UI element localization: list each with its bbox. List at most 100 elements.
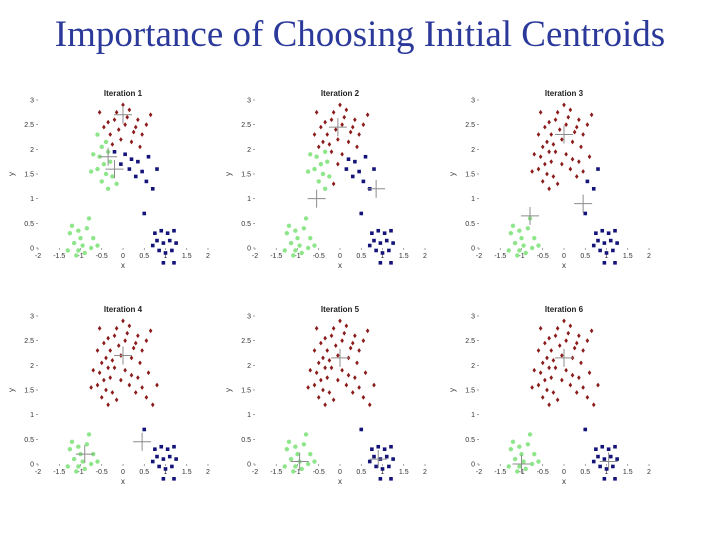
data-point-red: [127, 323, 132, 329]
data-point-red: [357, 132, 361, 137]
data-point-red: [327, 142, 332, 147]
data-point-green: [80, 459, 85, 464]
data-point-green: [515, 253, 520, 258]
data-point-blue: [153, 231, 157, 235]
data-point-blue: [172, 228, 176, 233]
x-tick-label: -1.5: [270, 253, 282, 260]
x-tick-label: 1.5: [182, 253, 192, 260]
data-point-red: [323, 365, 327, 371]
data-point-red: [361, 395, 366, 400]
scatter-panel-5: Iteration 5 0 0.5 1 1.5 2 2.5 3 -2 -1.5 -1 -0.5 0 0.5…: [219, 300, 429, 490]
x-tick-label: -1: [294, 253, 300, 260]
data-point-red: [333, 127, 338, 132]
data-point-red: [331, 397, 336, 403]
data-point-red: [138, 360, 142, 366]
data-point-green: [517, 444, 522, 449]
data-point-blue: [136, 159, 140, 164]
data-point-red: [342, 114, 347, 120]
data-point-red: [321, 355, 325, 361]
data-point-green: [301, 442, 307, 447]
data-point-green: [76, 464, 81, 469]
data-point-green: [88, 169, 94, 174]
data-point-blue: [140, 169, 144, 174]
data-point-green: [82, 250, 87, 256]
data-point-blue: [142, 211, 147, 216]
data-point-red: [112, 333, 117, 339]
x-tick-label: -1.5: [494, 253, 506, 260]
data-point-blue: [583, 211, 588, 216]
data-point-green: [69, 439, 75, 444]
data-point-green: [536, 459, 541, 464]
data-point-red: [549, 348, 554, 353]
data-point-red: [336, 137, 340, 142]
data-point-green: [65, 248, 70, 253]
data-point-red: [102, 377, 106, 383]
data-point-green: [95, 243, 100, 248]
data-point-red: [95, 348, 100, 353]
data-point-red: [144, 122, 149, 128]
data-point-blue: [167, 238, 172, 243]
x-tick-label: 2: [423, 253, 427, 260]
plot-title: Iteration 4: [104, 305, 143, 314]
y-tick-label: 2.5: [465, 338, 475, 345]
x-tick-label: 1: [164, 469, 168, 476]
data-point-red: [536, 166, 541, 172]
data-point-green: [536, 243, 541, 248]
data-point-blue: [608, 238, 613, 243]
data-point-green: [529, 461, 535, 467]
data-point-green: [512, 240, 518, 246]
data-point-green: [525, 226, 531, 231]
y-tick-label: 1: [471, 196, 475, 203]
x-tick-label: 2: [423, 469, 427, 476]
centroid-marker-blue: [599, 452, 618, 471]
data-point-red: [102, 340, 106, 346]
x-axis-label: x: [562, 261, 566, 270]
x-tick-label: 0.5: [356, 253, 366, 260]
data-point-red: [119, 137, 123, 142]
x-tick-label: 0: [121, 253, 125, 260]
data-point-red: [543, 161, 547, 167]
scatter-plot-4: Iteration 4 0 0.5 1 1.5 2 2.5 3 -2 -1.5 -1 -0.5 0 0.5…: [7, 305, 210, 486]
data-point-blue: [363, 154, 368, 159]
data-point-red: [547, 335, 551, 341]
x-tick-label: -2: [476, 469, 482, 476]
data-point-red: [577, 375, 581, 381]
data-point-red: [140, 348, 144, 353]
data-point-red: [562, 102, 566, 108]
data-point-blue: [372, 454, 376, 459]
x-tick-label: 1.5: [182, 469, 192, 476]
y-tick-label: 2: [30, 147, 34, 154]
data-point-green: [318, 161, 324, 167]
data-point-red: [323, 335, 327, 341]
data-point-green: [521, 459, 526, 464]
data-point-red: [557, 343, 562, 348]
data-point-blue: [380, 251, 385, 255]
centroid-marker-red: [328, 118, 347, 137]
data-point-red: [577, 159, 581, 165]
data-point-blue: [167, 454, 172, 459]
data-point-red: [530, 385, 534, 390]
data-point-blue: [384, 454, 389, 459]
data-point-red: [321, 387, 325, 393]
y-tick-label: 0.5: [465, 437, 475, 444]
data-point-red: [566, 114, 571, 120]
data-point-blue: [378, 261, 383, 265]
data-point-green: [76, 444, 81, 449]
data-point-green: [303, 432, 309, 437]
data-point-red: [568, 166, 573, 172]
data-point-red: [133, 124, 138, 130]
data-point-blue: [174, 457, 178, 461]
x-axis-label: x: [338, 261, 342, 270]
data-point-green: [101, 161, 107, 167]
data-point-red: [114, 109, 119, 115]
y-tick-label: 1.5: [465, 172, 475, 179]
data-point-green: [103, 139, 109, 145]
y-tick-label: 2.5: [241, 338, 251, 345]
y-tick-label: 3: [247, 314, 251, 321]
data-point-green: [67, 231, 73, 236]
data-point-red: [553, 117, 558, 123]
data-point-green: [99, 179, 104, 184]
x-tick-label: 2: [206, 469, 210, 476]
data-point-blue: [602, 241, 607, 245]
y-tick-label: 2: [247, 147, 251, 154]
